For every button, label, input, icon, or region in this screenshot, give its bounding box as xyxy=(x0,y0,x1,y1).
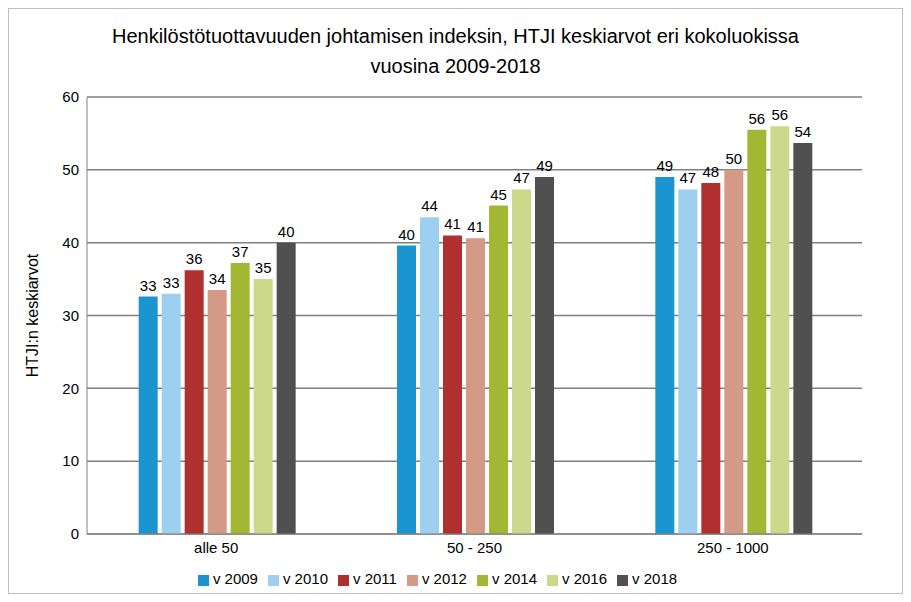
svg-text:33: 33 xyxy=(163,274,180,291)
svg-text:56: 56 xyxy=(748,110,765,127)
svg-text:40: 40 xyxy=(398,226,415,243)
svg-text:50 - 250: 50 - 250 xyxy=(447,539,502,556)
svg-text:HTJI:n keskiarvot: HTJI:n keskiarvot xyxy=(24,253,41,377)
html-text:Henkilöstötuottavuuden johtami: Henkilöstötuottavuuden johtamisen indeks… xyxy=(112,25,799,77)
svg-text:37: 37 xyxy=(232,243,249,260)
svg-text:40: 40 xyxy=(62,234,79,251)
svg-text:49: 49 xyxy=(656,157,673,174)
html-text:v 2012: v 2012 xyxy=(421,570,467,587)
svg-text:50: 50 xyxy=(62,161,79,178)
svg-text:30: 30 xyxy=(62,307,79,324)
html-text:v 2009: v 2009 xyxy=(212,570,258,587)
html-text:v 2016: v 2016 xyxy=(562,570,608,587)
svg-text:36: 36 xyxy=(186,250,203,267)
svg-text:49: 49 xyxy=(536,157,553,174)
svg-text:20: 20 xyxy=(62,380,79,397)
html-text:v 2014: v 2014 xyxy=(492,570,537,587)
svg-text:34: 34 xyxy=(209,270,226,287)
svg-text:alle 50: alle 50 xyxy=(194,539,238,556)
html-text:v 2018: v 2018 xyxy=(632,570,678,587)
svg-text:41: 41 xyxy=(444,215,461,232)
svg-text:250 - 1000: 250 - 1000 xyxy=(697,539,769,556)
svg-text:33: 33 xyxy=(140,277,157,294)
svg-text:40: 40 xyxy=(278,223,295,240)
svg-text:0: 0 xyxy=(71,525,79,542)
svg-text:56: 56 xyxy=(771,106,788,123)
svg-text:41: 41 xyxy=(467,218,484,235)
svg-text:48: 48 xyxy=(702,163,719,180)
svg-text:44: 44 xyxy=(421,197,438,214)
svg-text:45: 45 xyxy=(490,186,507,203)
html-text:v 2011: v 2011 xyxy=(353,570,397,587)
svg-text:60: 60 xyxy=(62,88,79,105)
svg-text:10: 10 xyxy=(62,452,79,469)
svg-text:47: 47 xyxy=(679,169,696,186)
svg-text:47: 47 xyxy=(513,169,530,186)
html-text:v 2010: v 2010 xyxy=(282,570,328,587)
svg-text:35: 35 xyxy=(255,259,272,276)
svg-text:50: 50 xyxy=(725,150,742,167)
svg-text:54: 54 xyxy=(794,123,811,140)
